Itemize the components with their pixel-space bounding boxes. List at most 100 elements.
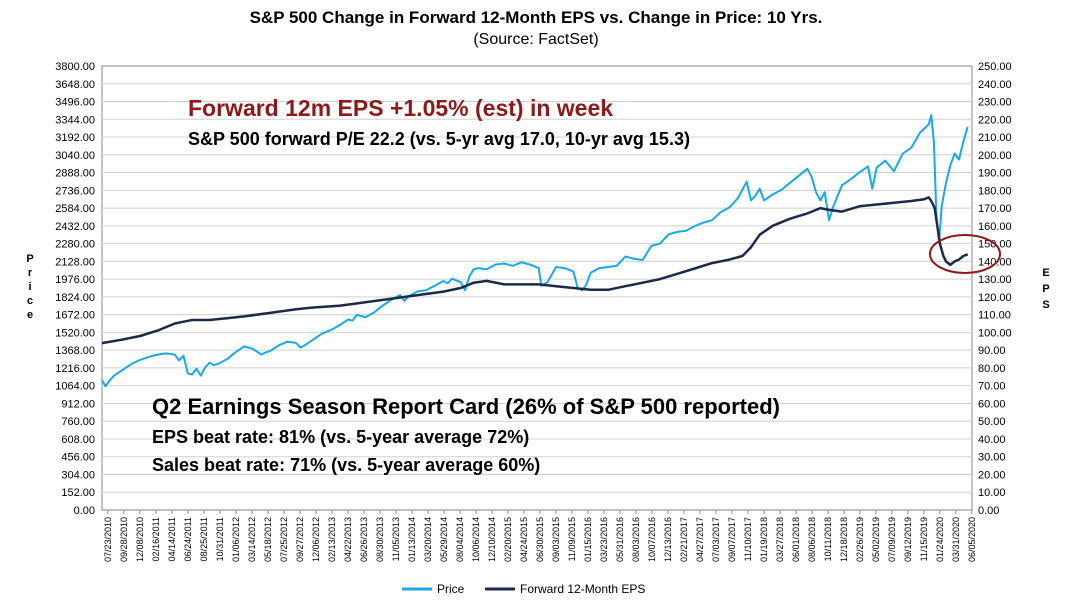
- left-tick-label: 3496.00: [55, 97, 95, 109]
- x-tick-label: 08/04/2014: [455, 517, 465, 562]
- left-tick-label: 1368.00: [55, 345, 95, 357]
- right-axis-label-s: S: [1042, 299, 1049, 311]
- left-tick-label: 1672.00: [55, 310, 95, 322]
- left-tick-label: 2432.00: [55, 221, 95, 233]
- x-tick-label: 02/16/2011: [151, 517, 161, 561]
- x-tick-label: 08/25/2011: [199, 517, 209, 561]
- x-tick-label: 03/31/2020: [951, 517, 961, 562]
- eps-series-line: [101, 196, 969, 345]
- right-tick-label: 200.00: [978, 150, 1012, 162]
- left-tick-label: 456.00: [61, 452, 95, 464]
- right-tick-label: 210.00: [978, 132, 1012, 144]
- x-tick-label: 02/20/2015: [503, 517, 513, 562]
- x-tick-label: 05/02/2019: [871, 517, 881, 562]
- left-axis-label-r: r: [28, 267, 33, 279]
- x-tick-label: 04/14/2011: [167, 517, 177, 561]
- x-tick-label: 07/09/2019: [887, 517, 897, 562]
- left-tick-label: 1064.00: [55, 381, 95, 393]
- left-tick-label: 2280.00: [55, 239, 95, 251]
- left-tick-label: 0.00: [74, 505, 95, 517]
- x-tick-label: 02/13/2013: [327, 517, 337, 562]
- right-tick-label: 110.00: [978, 310, 1011, 322]
- left-tick-label: 3800.00: [55, 61, 95, 73]
- left-tick-label: 1976.00: [55, 274, 95, 286]
- right-tick-label: 0.00: [978, 505, 999, 517]
- x-tick-label: 03/27/2018: [775, 517, 785, 562]
- right-tick-label: 140.00: [978, 256, 1012, 268]
- x-tick-label: 02/26/2019: [855, 517, 865, 562]
- x-tick-label: 07/23/2010: [103, 517, 113, 562]
- left-tick-label: 152.00: [61, 487, 95, 499]
- right-tick-label: 120.00: [978, 292, 1012, 304]
- x-tick-label: 05/29/2014: [439, 517, 449, 562]
- weekly-eps-headline: Forward 12m EPS +1.05% (est) in week: [188, 95, 614, 121]
- x-axis-ticks: 07/23/2010 09/28/2010 12/08/2010 02/16/2011…: [103, 510, 977, 562]
- x-tick-label: 09/28/2010: [119, 517, 129, 562]
- x-tick-label: 06/01/2018: [791, 517, 801, 562]
- left-tick-label: 2736.00: [55, 185, 95, 197]
- legend-label-price: Price: [437, 582, 465, 596]
- right-tick-label: 170.00: [978, 203, 1012, 215]
- left-axis-label-i: i: [28, 281, 31, 293]
- x-tick-label: 11/10/2017: [743, 517, 753, 561]
- chart-subtitle: (Source: FactSet): [473, 31, 599, 48]
- x-tick-label: 06/05/2020: [967, 517, 977, 562]
- left-tick-label: 2584.00: [55, 203, 95, 215]
- x-tick-label: 05/31/2016: [615, 517, 625, 562]
- x-tick-label: 12/18/2018: [839, 517, 849, 562]
- report-card-title: Q2 Earnings Season Report Card (26% of S…: [152, 394, 780, 419]
- left-tick-label: 1824.00: [55, 292, 95, 304]
- right-tick-label: 240.00: [978, 79, 1012, 91]
- right-tick-label: 10.00: [978, 487, 1006, 499]
- left-axis-label-p: P: [26, 253, 33, 265]
- x-tick-label: 04/22/2013: [343, 517, 353, 562]
- legend: Price Forward 12-Month EPS: [402, 582, 645, 596]
- right-axis-label-p: P: [1042, 283, 1049, 295]
- right-tick-label: 130.00: [978, 274, 1012, 286]
- right-tick-label: 90.00: [978, 345, 1006, 357]
- left-tick-label: 912.00: [61, 398, 95, 410]
- x-tick-label: 12/08/2010: [135, 517, 145, 562]
- eps-beat-rate: EPS beat rate: 81% (vs. 5-year average 7…: [152, 427, 530, 447]
- x-tick-label: 06/24/2011: [183, 517, 193, 561]
- x-tick-label: 11/09/2015: [567, 517, 577, 561]
- right-tick-label: 70.00: [978, 381, 1006, 393]
- x-tick-label: 11/15/2019: [919, 517, 929, 561]
- right-tick-label: 100.00: [978, 327, 1012, 339]
- left-axis-label: P r i c e: [26, 253, 33, 321]
- forward-pe-note: S&P 500 forward P/E 22.2 (vs. 5-yr avg 1…: [188, 129, 690, 149]
- x-tick-label: 12/10/2014: [487, 517, 497, 562]
- left-tick-label: 3040.00: [55, 150, 95, 162]
- eps-trough-circle: [929, 234, 1001, 274]
- x-tick-label: 03/14/2012: [247, 517, 257, 562]
- right-tick-label: 220.00: [978, 114, 1012, 126]
- left-axis-label-e: e: [27, 309, 33, 321]
- x-tick-label: 08/03/2016: [631, 517, 641, 562]
- right-tick-label: 250.00: [978, 61, 1012, 73]
- x-tick-label: 12/06/2012: [311, 517, 321, 562]
- right-tick-label: 40.00: [978, 434, 1006, 446]
- right-tick-label: 30.00: [978, 452, 1006, 464]
- left-tick-label: 3648.00: [55, 79, 95, 91]
- x-tick-label: 06/26/2013: [359, 517, 369, 562]
- legend-label-eps: Forward 12-Month EPS: [520, 582, 645, 596]
- x-tick-label: 01/24/2020: [935, 517, 945, 562]
- right-tick-label: 190.00: [978, 168, 1012, 180]
- x-tick-label: 04/27/2017: [695, 517, 705, 562]
- x-tick-label: 10/31/2011: [215, 517, 225, 561]
- x-tick-label: 09/27/2012: [295, 517, 305, 562]
- right-tick-label: 230.00: [978, 97, 1012, 109]
- right-tick-label: 60.00: [978, 398, 1006, 410]
- right-tick-label: 160.00: [978, 221, 1012, 233]
- x-tick-label: 08/06/2018: [807, 517, 817, 562]
- x-tick-label: 02/21/2017: [679, 517, 689, 562]
- x-tick-label: 03/23/2016: [599, 517, 609, 562]
- right-axis-label: E P S: [1042, 267, 1049, 311]
- right-axis-label-e: E: [1042, 267, 1049, 279]
- x-tick-label: 01/15/2016: [583, 517, 593, 562]
- right-tick-label: 20.00: [978, 469, 1006, 481]
- x-tick-label: 12/13/2016: [663, 517, 673, 562]
- left-tick-label: 1216.00: [55, 363, 95, 375]
- plot-frame: [101, 65, 973, 511]
